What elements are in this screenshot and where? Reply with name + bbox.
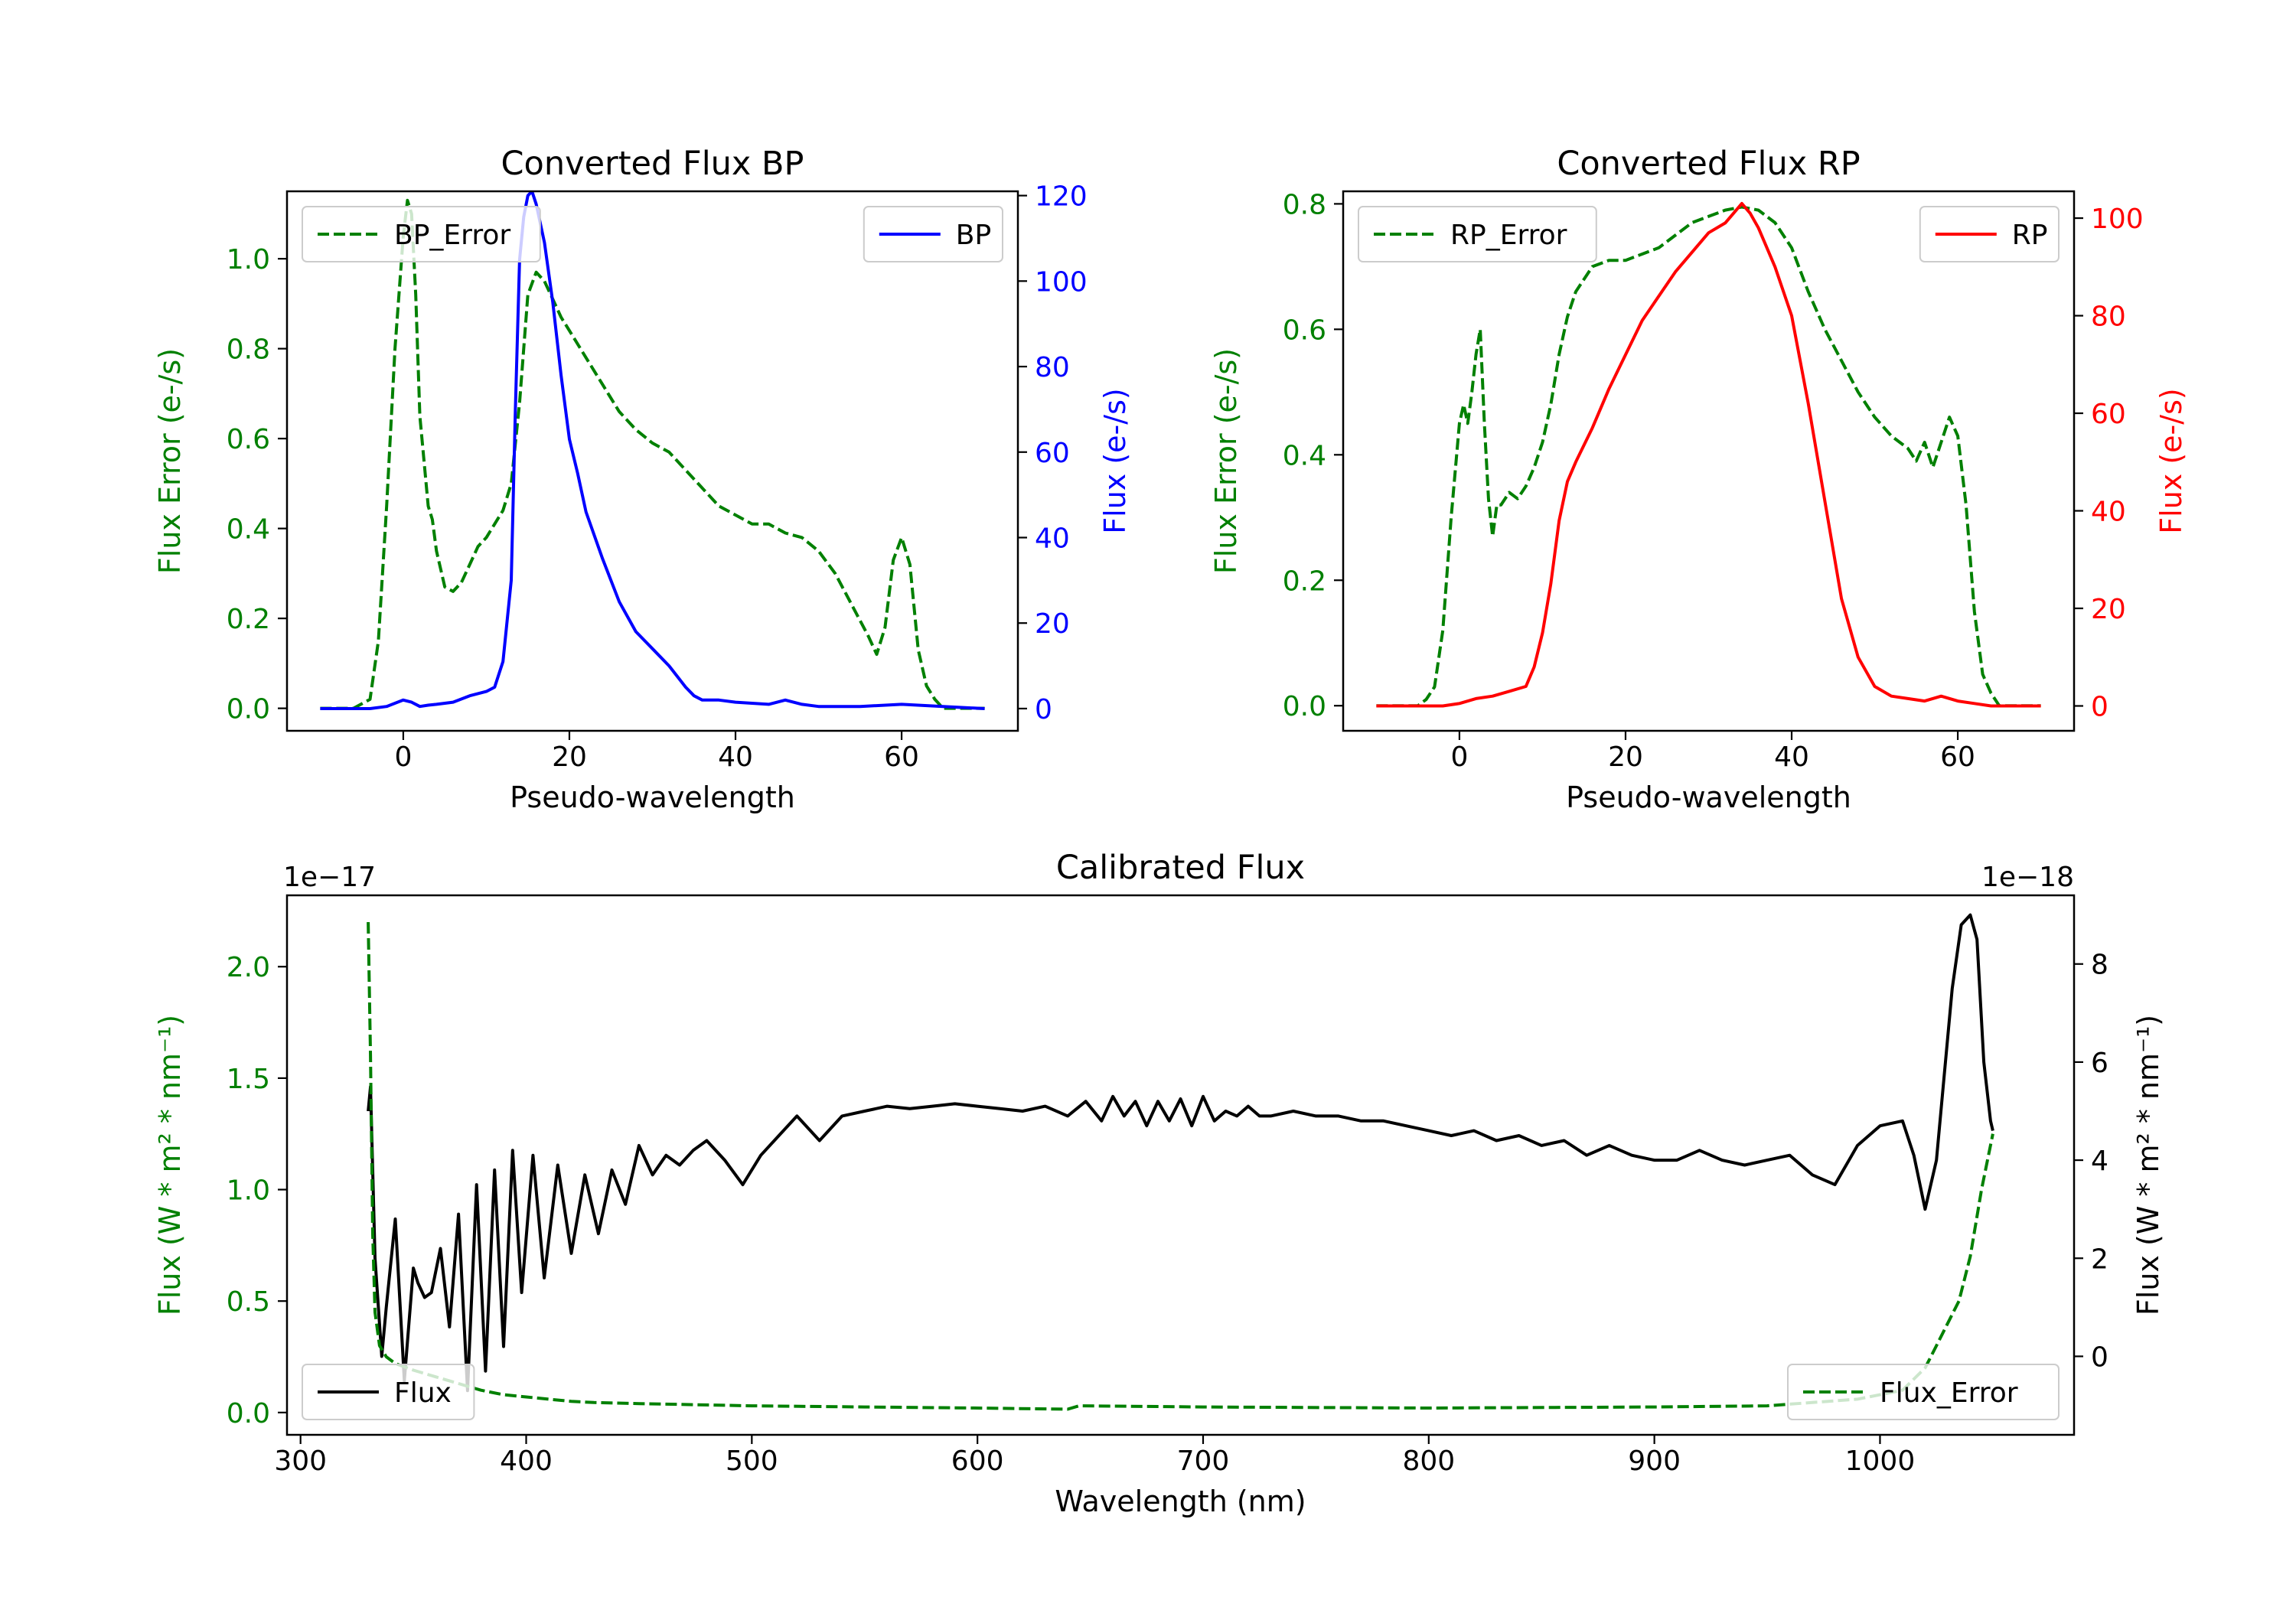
y-left-tick-label: 0.0: [227, 694, 270, 725]
x-tick-label: 600: [951, 1446, 1004, 1477]
y-right-tick-label: 100: [1035, 266, 1088, 298]
y-right-tick-label: 100: [2091, 204, 2144, 235]
chart-calibrated: 300 400 500 600 700 800 900 1000 0.0 0.5 1.0 1.5 2.0…: [153, 849, 2165, 1518]
y-left-tick-label: 0.6: [227, 424, 270, 455]
legend-bp-error: BP_Error: [302, 206, 541, 262]
x-tick-label: 60: [1940, 742, 1975, 773]
x-axis-label: Wavelength (nm): [1055, 1485, 1306, 1518]
y-right-tick-label: 60: [1035, 438, 1070, 469]
legend-box: [302, 206, 541, 262]
y-left-tick-label: 1.0: [227, 1175, 270, 1207]
x-tick-label: 700: [1177, 1446, 1230, 1477]
series-line-bp: [320, 191, 985, 710]
legend-bp: BP: [863, 206, 1004, 262]
y-left-axis-label: Flux (W * m² * nm⁻¹): [153, 1015, 187, 1315]
x-tick-label: 40: [718, 742, 753, 773]
y-left-tick-label: 1.5: [227, 1064, 270, 1095]
y-left-tick-label: 0.4: [227, 514, 270, 546]
axes-frame: [285, 190, 1019, 732]
y-right-tick-label: 80: [2091, 302, 2126, 333]
legend-box: [1787, 1364, 2060, 1420]
axes-frame: [1342, 190, 2076, 732]
x-tick-label: 800: [1402, 1446, 1455, 1477]
y-right-tick-label: 0: [1035, 694, 1052, 725]
y-right-tick-label: 4: [2091, 1146, 2108, 1177]
legend-box: [302, 1364, 475, 1420]
x-tick-label: 20: [552, 742, 587, 773]
y-left-tick-label: 0.0: [227, 1398, 270, 1429]
y-right-tick-label: 6: [2091, 1048, 2108, 1079]
offset-left-label: 1e−17: [283, 862, 376, 893]
x-tick-label: 400: [500, 1446, 553, 1477]
y-right-tick-label: 20: [1035, 608, 1070, 640]
offset-right-label: 1e−18: [1981, 862, 2074, 893]
x-axis-label: Pseudo-wavelength: [1566, 781, 1851, 814]
y-left-axis-label: Flux Error (e-/s): [1209, 348, 1243, 574]
chart-rp: 0 20 40 60 0.0 0.2 0.4 0.6 0.8 0 20 40 60 80 100 Conver…: [1209, 145, 2188, 814]
y-left-tick-label: 0.2: [1283, 566, 1326, 597]
chart-bp: 0 20 40 60 0.0 0.2 0.4 0.6 0.8 1.0 0 20 40 60 80 100 120…: [153, 145, 1132, 814]
y-right-tick-label: 80: [1035, 352, 1070, 383]
x-axis-label: Pseudo-wavelength: [510, 781, 795, 814]
legend-label: Flux: [394, 1377, 452, 1409]
x-tick-label: 0: [394, 742, 412, 773]
y-left-axis-label: Flux Error (e-/s): [153, 348, 187, 574]
y-left-tick-label: 0.0: [1283, 691, 1326, 722]
chart-title: Converted Flux BP: [501, 145, 804, 183]
y-right-tick-label: 40: [1035, 523, 1070, 554]
series-line-flux: [367, 913, 1994, 1393]
chart-panels: 0 20 40 600.00.20.40.60.81.0020406080100120…: [153, 145, 2188, 1518]
chart-title: Converted Flux RP: [1557, 145, 1860, 183]
y-right-tick-label: 8: [2091, 950, 2108, 981]
legend-box: [1358, 206, 1597, 262]
y-right-tick-label: 60: [2091, 399, 2126, 430]
legend-label: BP: [956, 220, 991, 251]
y-right-tick-label: 120: [1035, 181, 1088, 213]
x-tick-label: 0: [1450, 742, 1468, 773]
x-tick-label: 300: [274, 1446, 327, 1477]
y-right-tick-label: 0: [2091, 691, 2108, 722]
chart-title: Calibrated Flux: [1056, 849, 1305, 887]
series-line-rp: [1376, 201, 2041, 708]
y-left-tick-label: 0.2: [227, 604, 270, 635]
y-right-tick-label: 40: [2091, 497, 2126, 528]
series-line-rp-error: [1376, 205, 2041, 708]
y-right-tick-label: 0: [2091, 1341, 2108, 1373]
legend-rp-error: RP_Error: [1358, 206, 1597, 262]
y-left-tick-label: 0.8: [227, 334, 270, 366]
legend-flux-error: Flux_Error: [1787, 1364, 2060, 1420]
x-tick-label: 60: [884, 742, 919, 773]
y-right-axis-label: Flux (W * m² * nm⁻¹): [2131, 1015, 2165, 1315]
y-left-tick-label: 0.4: [1283, 440, 1326, 471]
y-right-axis-label: Flux (e-/s): [2154, 388, 2188, 533]
x-tick-label: 40: [1774, 742, 1809, 773]
x-tick-label: 20: [1608, 742, 1643, 773]
y-left-tick-label: 0.6: [1283, 315, 1326, 346]
y-left-tick-label: 2.0: [227, 952, 270, 983]
y-left-tick-label: 0.5: [227, 1286, 270, 1318]
y-right-tick-label: 2: [2091, 1244, 2108, 1275]
y-right-axis-label: Flux (e-/s): [1098, 388, 1132, 533]
series-line-bp-error: [320, 198, 985, 710]
legend-flux: Flux: [302, 1364, 475, 1420]
legend-label: Flux_Error: [1880, 1377, 2018, 1409]
x-tick-label: 1000: [1845, 1446, 1916, 1477]
x-tick-label: 900: [1628, 1446, 1681, 1477]
y-right-tick-label: 20: [2091, 594, 2126, 625]
legend-label: BP_Error: [394, 220, 510, 251]
axes-frame: [285, 894, 2076, 1436]
y-left-tick-label: 0.8: [1283, 189, 1326, 220]
x-tick-label: 500: [726, 1446, 778, 1477]
legend-rp: RP: [1919, 206, 2060, 262]
legend-label: RP_Error: [1450, 220, 1567, 251]
y-left-tick-label: 1.0: [227, 244, 270, 275]
legend-label: RP: [2012, 220, 2048, 251]
